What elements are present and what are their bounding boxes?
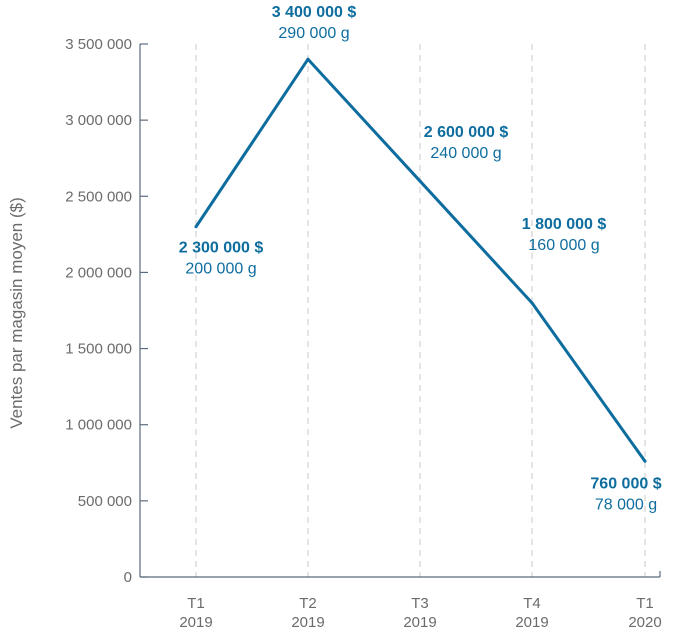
data-point-4 xyxy=(643,459,647,463)
data-point-1 xyxy=(306,57,310,61)
data-label-grams-2: 240 000 g xyxy=(430,145,501,162)
data-label-grams-4: 78 000 g xyxy=(595,496,657,513)
y-tick-label-4: 2 000 000 xyxy=(65,264,132,281)
y-tick-label-5: 2 500 000 xyxy=(65,188,132,205)
data-label-grams-1: 290 000 g xyxy=(278,25,349,42)
y-tick-label-7: 3 500 000 xyxy=(65,36,132,53)
axes xyxy=(139,44,661,578)
data-point-3 xyxy=(530,301,534,305)
y-axis-label: Ventes par magasin moyen ($) xyxy=(7,197,26,429)
y-tick-label-0: 0 xyxy=(124,569,132,586)
data-label-value-3: 1 800 000 $ xyxy=(522,216,607,233)
y-tick-label-3: 1 500 000 xyxy=(65,341,132,358)
data-label-value-4: 760 000 $ xyxy=(590,475,661,492)
y-tick-label-6: 3 000 000 xyxy=(65,112,132,129)
series-line xyxy=(194,57,647,463)
x-tick-labels: T1 2019 T2 2019 T3 2019 T4 2019 T1 2020 xyxy=(179,595,661,631)
data-point-2 xyxy=(418,179,422,183)
vertical-gridlines xyxy=(195,44,646,577)
x-tick-label-0: T1 2019 xyxy=(179,595,212,631)
data-label-value-0: 2 300 000 $ xyxy=(179,240,264,257)
y-tick-labels: 0 500 000 1 000 000 1 500 000 2 000 000 2 500… xyxy=(65,36,148,586)
data-labels: 2 300 000 $ 200 000 g 3 400 000 $ 290 000 g… xyxy=(179,4,662,513)
x-tick-label-4: T1 2020 xyxy=(628,595,661,631)
x-tick-label-1: T2 2019 xyxy=(291,595,324,631)
data-label-grams-0: 200 000 g xyxy=(185,261,256,278)
x-tick-label-2: T3 2019 xyxy=(403,595,436,631)
data-point-0 xyxy=(194,225,198,229)
data-label-value-2: 2 600 000 $ xyxy=(424,124,509,141)
x-tick-label-3: T4 2019 xyxy=(515,595,548,631)
y-tick-label-2: 1 000 000 xyxy=(65,417,132,434)
y-tick-label-1: 500 000 xyxy=(78,493,132,510)
data-label-grams-3: 160 000 g xyxy=(528,237,599,254)
data-label-value-1: 3 400 000 $ xyxy=(272,4,357,21)
